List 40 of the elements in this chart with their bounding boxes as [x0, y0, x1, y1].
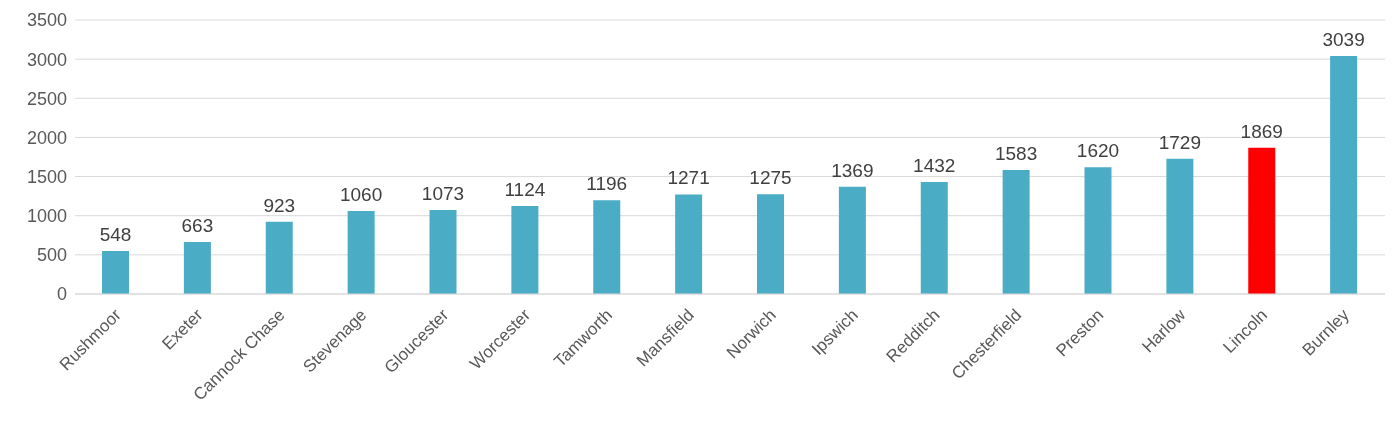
bar [1248, 147, 1276, 294]
data-label: 1620 [1076, 140, 1120, 162]
bar [1002, 170, 1030, 294]
y-tick-label: 0 [56, 284, 67, 305]
y-tick-label: 1000 [26, 206, 67, 227]
data-label: 663 [181, 215, 214, 237]
y-tick-label: 1500 [26, 166, 67, 187]
y-tick-label: 2000 [26, 127, 67, 148]
y-tick-label: 500 [36, 245, 67, 266]
bar [265, 221, 293, 294]
data-label: 1432 [913, 154, 956, 176]
data-label: 1729 [1158, 131, 1202, 153]
data-label: 1869 [1240, 120, 1283, 142]
bar [102, 251, 129, 294]
bar [1330, 56, 1358, 294]
data-label: 1369 [831, 159, 874, 181]
bar [1084, 167, 1112, 294]
bar [183, 242, 211, 294]
bar [429, 210, 457, 294]
y-tick-label: 3000 [26, 49, 67, 70]
data-label: 1271 [667, 167, 710, 189]
data-label: 1275 [749, 167, 792, 189]
data-label: 1073 [421, 183, 465, 204]
data-label: 1060 [339, 184, 383, 206]
bar [757, 194, 784, 294]
y-tick-label: 3500 [26, 10, 67, 31]
data-label: 923 [263, 194, 296, 216]
bar [675, 194, 703, 294]
data-label: 1196 [586, 173, 628, 195]
bar [511, 206, 539, 294]
bar [593, 200, 621, 294]
y-tick-label: 2500 [26, 88, 67, 109]
data-label: 1124 [504, 179, 546, 201]
bar [838, 186, 866, 294]
data-label: 1583 [994, 143, 1038, 165]
data-label: 3039 [1322, 29, 1365, 51]
bar [920, 181, 948, 294]
bar [347, 211, 375, 294]
data-label: 548 [99, 224, 132, 246]
bar [1166, 158, 1194, 294]
